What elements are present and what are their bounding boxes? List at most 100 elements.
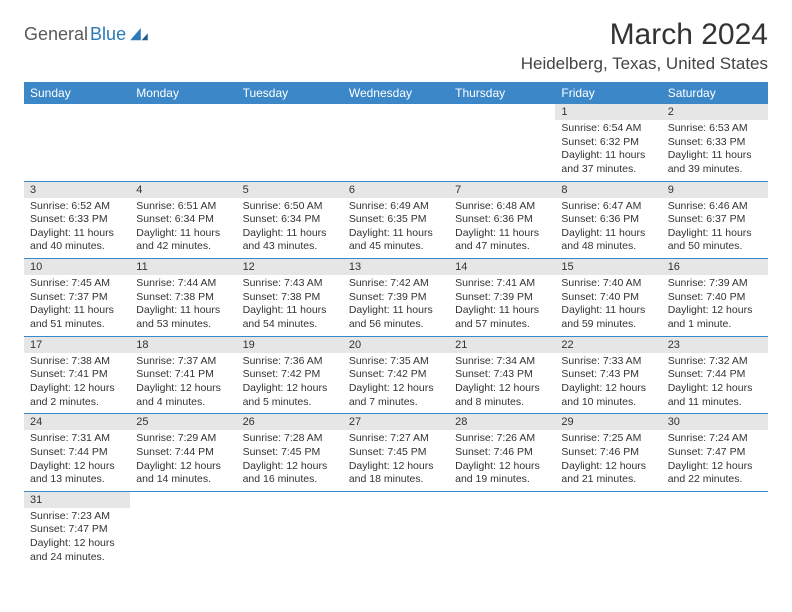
calendar-cell xyxy=(449,104,555,181)
day-body: Sunrise: 7:41 AMSunset: 7:39 PMDaylight:… xyxy=(449,275,555,336)
day-number: 25 xyxy=(130,414,236,430)
day-body: Sunrise: 6:49 AMSunset: 6:35 PMDaylight:… xyxy=(343,198,449,259)
calendar-cell xyxy=(555,491,661,568)
day-body: Sunrise: 7:29 AMSunset: 7:44 PMDaylight:… xyxy=(130,430,236,491)
day-header: Tuesday xyxy=(237,82,343,104)
sunset-text: Sunset: 6:32 PM xyxy=(561,136,655,150)
day-body: Sunrise: 6:48 AMSunset: 6:36 PMDaylight:… xyxy=(449,198,555,259)
sunset-text: Sunset: 7:37 PM xyxy=(30,291,124,305)
sunset-text: Sunset: 6:33 PM xyxy=(668,136,762,150)
day-body: Sunrise: 7:25 AMSunset: 7:46 PMDaylight:… xyxy=(555,430,661,491)
sunset-text: Sunset: 7:43 PM xyxy=(455,368,549,382)
daylight-text: Daylight: 11 hours and 56 minutes. xyxy=(349,304,443,331)
sunrise-text: Sunrise: 6:49 AM xyxy=(349,200,443,214)
sunset-text: Sunset: 7:46 PM xyxy=(561,446,655,460)
day-number: 28 xyxy=(449,414,555,430)
calendar-cell: 21Sunrise: 7:34 AMSunset: 7:43 PMDayligh… xyxy=(449,336,555,414)
daylight-text: Daylight: 11 hours and 53 minutes. xyxy=(136,304,230,331)
sunset-text: Sunset: 7:45 PM xyxy=(349,446,443,460)
sunset-text: Sunset: 7:41 PM xyxy=(136,368,230,382)
calendar-week: 10Sunrise: 7:45 AMSunset: 7:37 PMDayligh… xyxy=(24,259,768,337)
day-body: Sunrise: 7:28 AMSunset: 7:45 PMDaylight:… xyxy=(237,430,343,491)
sunrise-text: Sunrise: 6:51 AM xyxy=(136,200,230,214)
daylight-text: Daylight: 12 hours and 2 minutes. xyxy=(30,382,124,409)
calendar-cell: 5Sunrise: 6:50 AMSunset: 6:34 PMDaylight… xyxy=(237,181,343,259)
day-number: 26 xyxy=(237,414,343,430)
day-number: 30 xyxy=(662,414,768,430)
sunset-text: Sunset: 7:38 PM xyxy=(136,291,230,305)
day-number: 23 xyxy=(662,337,768,353)
sunset-text: Sunset: 7:45 PM xyxy=(243,446,337,460)
sunrise-text: Sunrise: 6:47 AM xyxy=(561,200,655,214)
calendar-cell: 12Sunrise: 7:43 AMSunset: 7:38 PMDayligh… xyxy=(237,259,343,337)
daylight-text: Daylight: 12 hours and 5 minutes. xyxy=(243,382,337,409)
day-header: Thursday xyxy=(449,82,555,104)
daylight-text: Daylight: 11 hours and 39 minutes. xyxy=(668,149,762,176)
logo-text-general: General xyxy=(24,24,88,45)
sunrise-text: Sunrise: 7:39 AM xyxy=(668,277,762,291)
day-number: 8 xyxy=(555,182,661,198)
day-number: 22 xyxy=(555,337,661,353)
daylight-text: Daylight: 11 hours and 42 minutes. xyxy=(136,227,230,254)
sunrise-text: Sunrise: 7:40 AM xyxy=(561,277,655,291)
daylight-text: Daylight: 11 hours and 40 minutes. xyxy=(30,227,124,254)
day-body: Sunrise: 7:27 AMSunset: 7:45 PMDaylight:… xyxy=(343,430,449,491)
sunset-text: Sunset: 7:46 PM xyxy=(455,446,549,460)
day-body: Sunrise: 7:38 AMSunset: 7:41 PMDaylight:… xyxy=(24,353,130,414)
calendar-cell: 22Sunrise: 7:33 AMSunset: 7:43 PMDayligh… xyxy=(555,336,661,414)
day-number: 19 xyxy=(237,337,343,353)
day-body: Sunrise: 7:36 AMSunset: 7:42 PMDaylight:… xyxy=(237,353,343,414)
day-body: Sunrise: 6:47 AMSunset: 6:36 PMDaylight:… xyxy=(555,198,661,259)
day-number: 24 xyxy=(24,414,130,430)
day-number: 29 xyxy=(555,414,661,430)
calendar-week: 3Sunrise: 6:52 AMSunset: 6:33 PMDaylight… xyxy=(24,181,768,259)
sunset-text: Sunset: 6:36 PM xyxy=(455,213,549,227)
day-number: 9 xyxy=(662,182,768,198)
calendar-cell: 14Sunrise: 7:41 AMSunset: 7:39 PMDayligh… xyxy=(449,259,555,337)
sunrise-text: Sunrise: 7:38 AM xyxy=(30,355,124,369)
daylight-text: Daylight: 12 hours and 21 minutes. xyxy=(561,460,655,487)
calendar-cell: 15Sunrise: 7:40 AMSunset: 7:40 PMDayligh… xyxy=(555,259,661,337)
daylight-text: Daylight: 11 hours and 50 minutes. xyxy=(668,227,762,254)
day-body: Sunrise: 7:33 AMSunset: 7:43 PMDaylight:… xyxy=(555,353,661,414)
day-body: Sunrise: 6:46 AMSunset: 6:37 PMDaylight:… xyxy=(662,198,768,259)
sunrise-text: Sunrise: 6:46 AM xyxy=(668,200,762,214)
calendar-cell: 3Sunrise: 6:52 AMSunset: 6:33 PMDaylight… xyxy=(24,181,130,259)
sunrise-text: Sunrise: 7:33 AM xyxy=(561,355,655,369)
day-number: 13 xyxy=(343,259,449,275)
sunrise-text: Sunrise: 7:45 AM xyxy=(30,277,124,291)
day-body: Sunrise: 7:42 AMSunset: 7:39 PMDaylight:… xyxy=(343,275,449,336)
sunrise-text: Sunrise: 6:53 AM xyxy=(668,122,762,136)
calendar-header-row: SundayMondayTuesdayWednesdayThursdayFrid… xyxy=(24,82,768,104)
day-body: Sunrise: 7:35 AMSunset: 7:42 PMDaylight:… xyxy=(343,353,449,414)
calendar-cell: 9Sunrise: 6:46 AMSunset: 6:37 PMDaylight… xyxy=(662,181,768,259)
daylight-text: Daylight: 11 hours and 47 minutes. xyxy=(455,227,549,254)
day-number: 5 xyxy=(237,182,343,198)
calendar-week: 31Sunrise: 7:23 AMSunset: 7:47 PMDayligh… xyxy=(24,491,768,568)
day-number: 6 xyxy=(343,182,449,198)
daylight-text: Daylight: 12 hours and 7 minutes. xyxy=(349,382,443,409)
daylight-text: Daylight: 12 hours and 19 minutes. xyxy=(455,460,549,487)
calendar-cell: 25Sunrise: 7:29 AMSunset: 7:44 PMDayligh… xyxy=(130,414,236,492)
calendar-week: 24Sunrise: 7:31 AMSunset: 7:44 PMDayligh… xyxy=(24,414,768,492)
calendar-cell xyxy=(130,104,236,181)
day-body: Sunrise: 7:23 AMSunset: 7:47 PMDaylight:… xyxy=(24,508,130,569)
sunrise-text: Sunrise: 7:27 AM xyxy=(349,432,443,446)
sunset-text: Sunset: 7:39 PM xyxy=(455,291,549,305)
sunrise-text: Sunrise: 7:29 AM xyxy=(136,432,230,446)
calendar-cell xyxy=(662,491,768,568)
sunset-text: Sunset: 6:35 PM xyxy=(349,213,443,227)
sunrise-text: Sunrise: 7:31 AM xyxy=(30,432,124,446)
day-header: Friday xyxy=(555,82,661,104)
calendar-cell xyxy=(449,491,555,568)
sunrise-text: Sunrise: 7:24 AM xyxy=(668,432,762,446)
sunrise-text: Sunrise: 7:34 AM xyxy=(455,355,549,369)
daylight-text: Daylight: 11 hours and 59 minutes. xyxy=(561,304,655,331)
sunset-text: Sunset: 7:38 PM xyxy=(243,291,337,305)
day-number: 18 xyxy=(130,337,236,353)
calendar-cell: 27Sunrise: 7:27 AMSunset: 7:45 PMDayligh… xyxy=(343,414,449,492)
sunrise-text: Sunrise: 7:28 AM xyxy=(243,432,337,446)
calendar-cell: 31Sunrise: 7:23 AMSunset: 7:47 PMDayligh… xyxy=(24,491,130,568)
sunset-text: Sunset: 7:42 PM xyxy=(243,368,337,382)
day-body: Sunrise: 6:54 AMSunset: 6:32 PMDaylight:… xyxy=(555,120,661,181)
